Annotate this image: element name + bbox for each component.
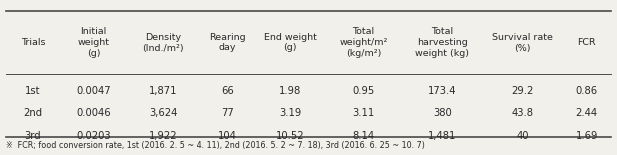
Text: 1,922: 1,922 bbox=[149, 131, 178, 141]
Text: 3.11: 3.11 bbox=[352, 108, 375, 118]
Text: 2nd: 2nd bbox=[23, 108, 43, 118]
Text: Trials: Trials bbox=[20, 38, 45, 47]
Text: 3rd: 3rd bbox=[25, 131, 41, 141]
Text: 2.44: 2.44 bbox=[576, 108, 598, 118]
Text: 1st: 1st bbox=[25, 86, 41, 96]
Text: ※  FCR; food conversion rate, 1st (2016. 2. 5 ~ 4. 11), 2nd (2016. 5. 2 ~ 7. 18): ※ FCR; food conversion rate, 1st (2016. … bbox=[6, 141, 425, 150]
Text: 3,624: 3,624 bbox=[149, 108, 177, 118]
Text: End weight
(g): End weight (g) bbox=[264, 33, 317, 53]
Text: 0.0046: 0.0046 bbox=[77, 108, 111, 118]
Text: 29.2: 29.2 bbox=[511, 86, 534, 96]
Text: 1.69: 1.69 bbox=[576, 131, 598, 141]
Text: 40: 40 bbox=[516, 131, 529, 141]
Text: 0.0203: 0.0203 bbox=[77, 131, 111, 141]
Text: 1.98: 1.98 bbox=[280, 86, 302, 96]
Text: 8.14: 8.14 bbox=[352, 131, 375, 141]
Text: 43.8: 43.8 bbox=[511, 108, 534, 118]
Text: Total
weight/m²
(kg/m²): Total weight/m² (kg/m²) bbox=[339, 27, 387, 58]
Text: 0.95: 0.95 bbox=[352, 86, 375, 96]
Text: Initial
weight
(g): Initial weight (g) bbox=[78, 27, 110, 58]
Text: 66: 66 bbox=[221, 86, 234, 96]
Text: 104: 104 bbox=[218, 131, 237, 141]
Text: 3.19: 3.19 bbox=[280, 108, 302, 118]
Text: 0.86: 0.86 bbox=[576, 86, 598, 96]
Text: FCR: FCR bbox=[578, 38, 596, 47]
Text: 1,481: 1,481 bbox=[428, 131, 457, 141]
Text: 10.52: 10.52 bbox=[276, 131, 305, 141]
Text: Rearing
day: Rearing day bbox=[209, 33, 246, 53]
Text: 173.4: 173.4 bbox=[428, 86, 457, 96]
Text: Survival rate
(%): Survival rate (%) bbox=[492, 33, 553, 53]
Text: 380: 380 bbox=[433, 108, 452, 118]
Text: Total
harvesting
weight (kg): Total harvesting weight (kg) bbox=[415, 27, 470, 58]
Text: Density
(Ind./m²): Density (Ind./m²) bbox=[143, 33, 184, 53]
Text: 77: 77 bbox=[221, 108, 234, 118]
Text: 1,871: 1,871 bbox=[149, 86, 177, 96]
Text: 0.0047: 0.0047 bbox=[77, 86, 111, 96]
